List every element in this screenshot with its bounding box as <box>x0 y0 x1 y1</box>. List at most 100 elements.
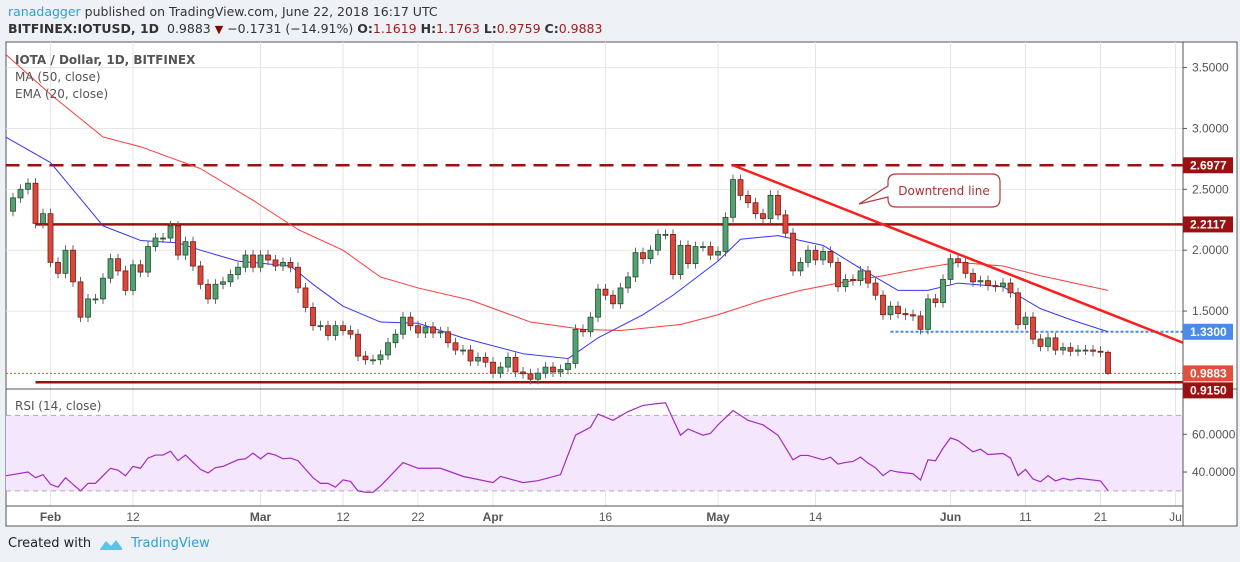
candle-body <box>32 182 39 224</box>
candle <box>932 293 939 308</box>
candle-body <box>137 264 144 273</box>
candle <box>947 253 954 285</box>
candle <box>400 312 406 340</box>
candle <box>880 290 886 320</box>
candle <box>767 190 774 224</box>
candle <box>130 259 136 296</box>
price-label: 2.6977 <box>1190 158 1227 172</box>
candle-body <box>167 225 174 239</box>
legend-ema[interactable]: EMA (20, close) <box>15 87 108 101</box>
candle-body <box>332 325 339 336</box>
candle <box>220 276 226 290</box>
candle <box>917 310 924 335</box>
candle-body <box>1022 316 1029 325</box>
candle <box>535 368 541 385</box>
candle-body <box>602 288 609 296</box>
candle-body <box>752 202 759 215</box>
candle <box>835 257 841 292</box>
candle <box>407 312 414 331</box>
candle <box>722 212 729 257</box>
downtrend-callout[interactable]: Downtrend line <box>858 173 1001 208</box>
candle-body <box>1015 292 1021 325</box>
candle <box>887 301 894 320</box>
candle <box>842 274 849 292</box>
candle <box>490 357 496 379</box>
price-tick-label: 1.5000 <box>1192 304 1229 318</box>
candle <box>1007 278 1014 298</box>
candle <box>190 236 196 272</box>
price-tick-label: 2.0000 <box>1192 243 1229 257</box>
candle-body <box>370 359 376 362</box>
candle-body <box>467 349 474 362</box>
candle-body <box>610 294 616 305</box>
low-label: L: <box>483 21 497 36</box>
candle-body <box>895 305 901 314</box>
candle-body <box>1000 282 1006 288</box>
candle-body <box>865 270 871 284</box>
candle <box>985 275 991 291</box>
candle-body <box>902 313 909 316</box>
candle <box>310 302 316 331</box>
candle <box>287 257 294 273</box>
candle-body <box>392 333 399 344</box>
candle <box>1022 312 1029 330</box>
candle <box>617 282 624 309</box>
legend-ma[interactable]: MA (50, close) <box>15 70 101 84</box>
rsi-tick-label: 60.0000 <box>1192 427 1236 441</box>
candle <box>250 250 256 273</box>
candle <box>910 309 916 321</box>
date-tick-label: 22 <box>411 510 425 524</box>
candle-body <box>595 288 601 318</box>
tradingview-link[interactable]: TradingView <box>131 536 210 551</box>
candle <box>850 274 856 286</box>
price-labels: 2.6977 2.2117 1.3300 0.9883 0.9150 <box>1183 157 1233 399</box>
candle <box>700 241 706 252</box>
candle-body <box>782 214 789 234</box>
candle <box>205 279 211 304</box>
callout-text: Downtrend line <box>898 184 989 198</box>
candle <box>272 254 279 272</box>
candle-body <box>715 251 721 256</box>
candle <box>1067 342 1074 357</box>
candle-body <box>520 371 526 375</box>
candle <box>1045 332 1051 352</box>
candle <box>505 352 511 373</box>
candle-body <box>797 261 804 272</box>
candle <box>512 352 519 377</box>
candle-body <box>760 213 766 219</box>
author-link[interactable]: ranadagger <box>8 4 81 19</box>
candle-body <box>880 294 886 316</box>
date-tick-label: 21 <box>1094 510 1108 524</box>
date-tick-label: Ju <box>1169 510 1182 524</box>
candle <box>77 276 84 323</box>
candle <box>347 325 354 340</box>
candle <box>1075 345 1081 357</box>
candle-body <box>767 195 774 219</box>
candle <box>1030 312 1036 345</box>
candle <box>467 345 474 366</box>
candle <box>227 269 234 287</box>
candle-body <box>572 328 579 364</box>
candle <box>385 337 391 360</box>
candle <box>1000 278 1006 292</box>
candle-body <box>1105 351 1111 374</box>
candle-body <box>700 246 706 248</box>
date-tick-label: Jun <box>940 510 961 524</box>
high-value: 1.1763 <box>436 21 480 36</box>
candle <box>392 329 399 348</box>
candle-body <box>985 280 991 286</box>
legend-rsi[interactable]: RSI (14, close) <box>15 399 101 413</box>
candle <box>550 362 556 377</box>
candle <box>302 282 309 313</box>
candle-body <box>647 249 654 260</box>
candle <box>355 329 361 362</box>
candle-body <box>385 342 391 356</box>
candle <box>895 301 901 319</box>
candle-body <box>512 356 519 373</box>
date-tick-label: Apr <box>483 510 504 524</box>
candle-body <box>1067 347 1074 352</box>
axes: 3.5000 3.0000 2.5000 2.0000 1.5000 Feb 12 Mar 12… <box>40 61 1236 524</box>
candle-body <box>130 264 136 291</box>
price-label-bg <box>1183 365 1233 382</box>
